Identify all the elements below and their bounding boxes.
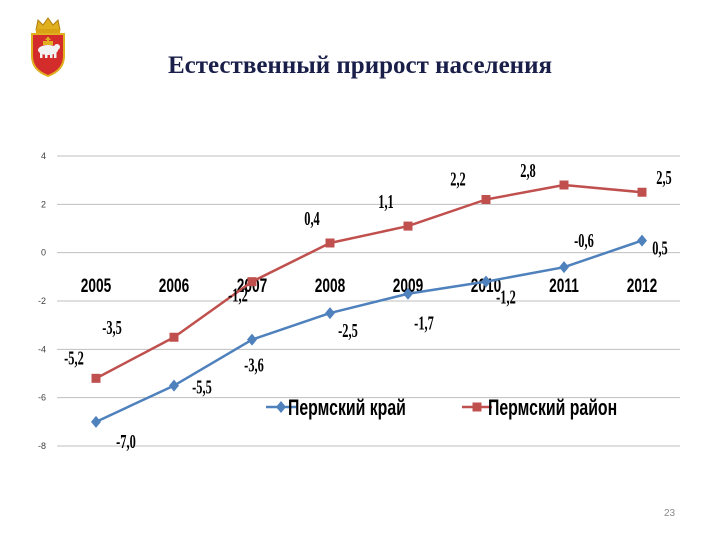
legend-marker	[276, 401, 286, 413]
data-point	[169, 332, 179, 342]
data-point	[91, 373, 101, 383]
regional-coat-of-arms-icon	[26, 16, 70, 78]
y-tick-label: -6	[38, 393, 46, 403]
x-tick-label: 2012	[627, 275, 657, 297]
data-label: -5,5	[192, 376, 212, 399]
x-tick-label: 2008	[315, 275, 345, 297]
y-tick-label: -4	[38, 344, 46, 354]
data-point	[481, 195, 491, 204]
data-point	[325, 307, 335, 320]
data-point	[325, 238, 335, 248]
y-tick-label: 0	[41, 248, 46, 258]
data-point	[403, 287, 413, 300]
legend-marker	[472, 402, 482, 412]
data-point	[637, 187, 647, 197]
y-tick-label: 4	[41, 151, 46, 161]
data-label: -1,2	[496, 286, 516, 309]
data-label: 1,1	[378, 190, 393, 213]
x-tick-label: 2009	[393, 275, 423, 297]
y-axis-ticks: -8 -6 -4 -2 0 2 4	[38, 151, 46, 451]
data-point	[91, 415, 101, 428]
data-label: -3,6	[244, 354, 264, 377]
series-line	[95, 239, 643, 423]
x-tick-label: 2011	[549, 275, 579, 297]
data-point	[247, 277, 257, 287]
data-point	[169, 379, 179, 392]
data-label: 0,4	[304, 207, 319, 230]
legend-label: Пермский район	[488, 397, 617, 421]
series-layer	[91, 180, 647, 428]
data-label: 0,5	[652, 237, 667, 260]
page-number: 23	[664, 508, 676, 519]
x-tick-label: 2005	[81, 275, 111, 297]
data-label: -5,2	[64, 346, 84, 369]
data-label: 2,5	[656, 166, 671, 189]
data-point	[559, 261, 569, 274]
data-label: -2,5	[338, 319, 358, 342]
series-line	[95, 183, 643, 380]
y-tick-label: 2	[41, 199, 46, 209]
data-label: -0,6	[574, 229, 594, 252]
y-tick-label: -2	[38, 296, 46, 306]
data-label: -3,5	[102, 316, 122, 339]
data-label: -7,0	[116, 430, 136, 453]
data-label-layer: -7,0 -5,5 -3,6 -2,5 -1,7 -1,2 -0,6 0,5 -5,2 -3,5 -…	[64, 159, 672, 453]
y-tick-label: -8	[38, 441, 46, 451]
data-label: 2,8	[520, 159, 535, 182]
x-tick-label: 2006	[159, 275, 189, 297]
data-point	[559, 180, 569, 190]
legend: Пермский край Пермский район	[266, 397, 617, 421]
page-title: Естественный прирост населения	[167, 52, 552, 79]
data-point	[481, 275, 491, 288]
data-point	[247, 333, 257, 346]
data-label: 2,2	[450, 167, 465, 190]
x-axis-ticks: 20052006200720082009201020112012	[81, 275, 657, 297]
data-point	[403, 221, 413, 231]
grid-layer	[57, 155, 680, 447]
data-point	[637, 234, 647, 247]
legend-label: Пермский край	[288, 397, 406, 421]
data-label: -1,7	[414, 312, 434, 335]
data-label: -1,2	[228, 284, 248, 307]
